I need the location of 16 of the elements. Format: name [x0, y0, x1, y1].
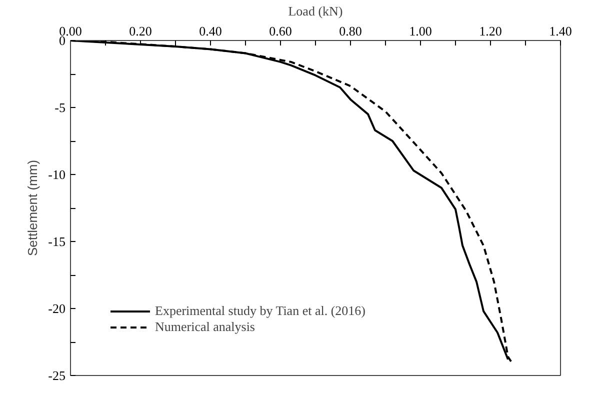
- y-tick-label: -10: [48, 167, 66, 182]
- y-axis-title: Settlement (mm): [25, 160, 40, 256]
- x-tick-label: 0.60: [269, 24, 292, 38]
- y-tick-label: -5: [54, 100, 66, 115]
- x-tick-label: 1.40: [549, 24, 572, 38]
- legend-label: Experimental study by Tian et al. (2016): [155, 303, 366, 319]
- y-tick-label: -15: [48, 234, 66, 249]
- y-tick-label: -20: [48, 301, 66, 316]
- x-tick-label: 1.00: [409, 24, 432, 38]
- x-tick-label: 0.80: [339, 24, 362, 38]
- y-tick-label: -25: [48, 368, 66, 383]
- legend-label: Numerical analysis: [155, 319, 255, 335]
- x-axis-title: Load (kN): [288, 4, 343, 18]
- x-tick-label: 1.20: [479, 24, 502, 38]
- x-tick-label: 0.20: [129, 24, 152, 38]
- x-tick-label: 0.40: [199, 24, 222, 38]
